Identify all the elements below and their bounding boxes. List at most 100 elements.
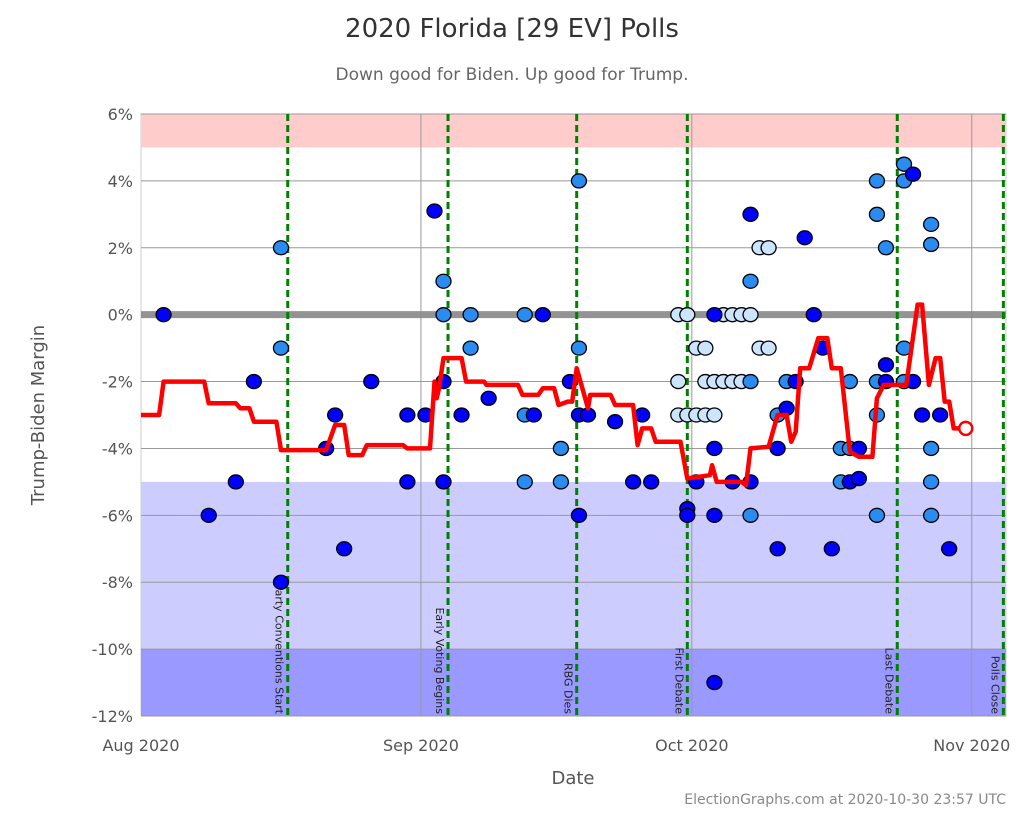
poll-point	[245, 373, 263, 390]
poll-point	[742, 273, 759, 289]
poll-point	[706, 407, 723, 423]
poll-point	[742, 373, 759, 390]
poll-point	[679, 307, 696, 323]
poll-point	[462, 340, 479, 356]
poll-point	[922, 216, 940, 233]
poll-point	[868, 173, 886, 189]
poll-point	[336, 541, 353, 557]
poll-point	[742, 307, 759, 323]
y-tick-label: 4%	[108, 172, 133, 191]
footer-credit: ElectionGraphs.com at 2020-10-30 23:57 U…	[684, 792, 1006, 808]
band	[141, 114, 1006, 148]
poll-point	[399, 474, 416, 490]
event-label: Last Debate	[882, 648, 895, 715]
poll-point	[823, 541, 840, 557]
poll-point	[552, 440, 570, 457]
y-tick-label: -2%	[102, 373, 133, 392]
chart-subtitle: Down good for Biden. Up good for Trump.	[335, 65, 689, 85]
poll-point	[552, 474, 570, 490]
y-tick-label: -4%	[102, 439, 133, 458]
poll-point	[516, 307, 533, 323]
poll-point	[435, 307, 452, 323]
y-tick-label: 2%	[108, 239, 133, 258]
poll-point	[670, 373, 687, 390]
poll-point	[534, 307, 551, 323]
event-label: First Debate	[672, 647, 685, 714]
poll-point	[426, 203, 443, 219]
poll-point	[570, 507, 588, 523]
poll-point	[932, 407, 949, 423]
poll-point	[760, 240, 777, 256]
poll-point	[453, 407, 470, 423]
poll-point	[155, 307, 172, 323]
poll-point	[200, 507, 217, 523]
poll-point	[877, 357, 895, 373]
y-tick-label: -8%	[102, 573, 133, 592]
poll-point	[697, 340, 714, 356]
x-tick-label: Aug 2020	[102, 736, 179, 755]
poll-point	[922, 440, 940, 457]
poll-point	[624, 474, 642, 490]
x-tick-label: Oct 2020	[655, 736, 728, 755]
poll-point	[805, 307, 822, 323]
poll-point	[796, 230, 813, 246]
poll-point	[570, 340, 588, 356]
poll-point	[706, 507, 723, 523]
x-axis-label: Date	[551, 768, 594, 789]
poll-point	[769, 541, 786, 557]
poll-point	[742, 206, 759, 222]
event-label: RBG Dies	[562, 663, 575, 714]
poll-point	[227, 474, 244, 490]
poll-point	[922, 507, 940, 523]
axes: 6% 4% 2% 0% -2% -4% -6% -8% -10% -12% Aug 2020 Sep …	[92, 105, 1011, 755]
poll-point	[895, 156, 913, 172]
event-markers: Party Conventions Start Early Voting Begi…	[273, 114, 1005, 716]
poll-point	[760, 340, 777, 356]
poll-point	[706, 307, 723, 323]
poll-point	[399, 407, 416, 423]
poll-point	[769, 440, 786, 457]
poll-point	[913, 407, 931, 423]
y-tick-label: 0%	[108, 306, 133, 325]
x-tick-label: Sep 2020	[383, 736, 459, 755]
poll-point	[877, 240, 895, 256]
poll-point	[435, 273, 452, 289]
trend-line	[141, 302, 974, 488]
chart-title: 2020 Florida [29 EV] Polls	[345, 14, 679, 44]
poll-point	[272, 240, 290, 256]
poll-point	[904, 166, 922, 182]
poll-point	[570, 173, 588, 189]
y-tick-label: 6%	[108, 105, 133, 124]
y-tick-label: -6%	[102, 506, 133, 525]
poll-point	[462, 307, 479, 323]
poll-point	[868, 206, 886, 222]
poll-point	[480, 390, 497, 406]
poll-point	[606, 414, 624, 430]
x-tick-label: Nov 2020	[933, 736, 1010, 755]
poll-point	[850, 470, 868, 487]
poll-point	[941, 541, 958, 557]
poll-point	[516, 474, 533, 490]
poll-point	[525, 407, 542, 423]
poll-point	[435, 474, 452, 490]
poll-point	[643, 474, 660, 490]
band	[141, 649, 1006, 716]
poll-point	[922, 236, 940, 253]
trend-polyline	[141, 302, 961, 488]
event-label: Polls Close	[988, 656, 1001, 715]
poll-point	[272, 340, 290, 356]
y-tick-label: -12%	[92, 707, 133, 726]
poll-point	[868, 507, 886, 523]
event-label: Early Voting Begins	[433, 607, 446, 714]
poll-point	[922, 474, 940, 490]
y-tick-label: -10%	[92, 640, 133, 659]
poll-point	[706, 674, 723, 691]
poll-point	[706, 440, 723, 457]
y-axis-label: Trump-Biden Margin	[28, 325, 49, 506]
poll-point	[679, 507, 696, 523]
poll-point	[742, 507, 759, 523]
event-label: Party Conventions Start	[273, 583, 286, 714]
poll-point	[326, 407, 344, 423]
trend-current-marker	[957, 420, 974, 437]
